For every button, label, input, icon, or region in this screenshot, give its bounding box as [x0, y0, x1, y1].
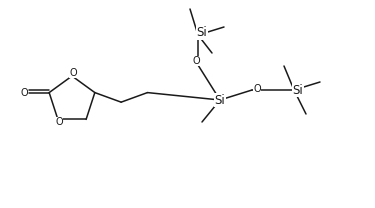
Text: O: O [253, 84, 261, 94]
Text: O: O [192, 56, 200, 66]
Text: O: O [20, 88, 28, 98]
Text: Si: Si [214, 94, 225, 106]
Text: Si: Si [292, 83, 303, 97]
Text: O: O [69, 68, 77, 78]
Text: O: O [55, 118, 63, 128]
Text: Si: Si [196, 26, 207, 40]
